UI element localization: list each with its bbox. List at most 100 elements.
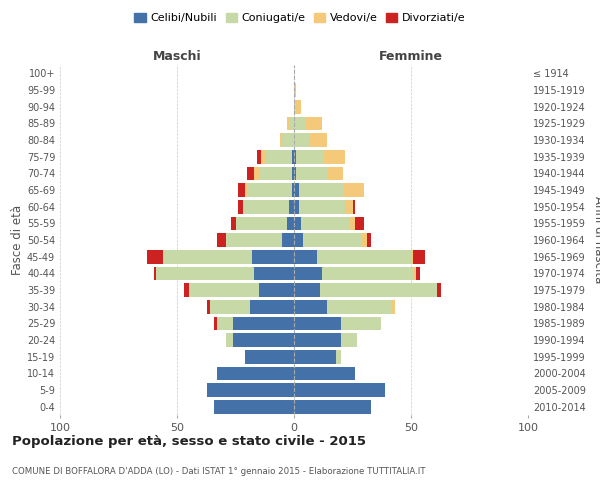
- Bar: [254, 166, 259, 180]
- Bar: [299, 200, 346, 213]
- Bar: [289, 200, 294, 213]
- Bar: [292, 183, 294, 197]
- Bar: [350, 216, 355, 230]
- Bar: [210, 300, 250, 314]
- Bar: [299, 183, 343, 197]
- Bar: [294, 150, 296, 164]
- Bar: [355, 216, 364, 230]
- Text: Maschi: Maschi: [152, 50, 202, 62]
- Bar: [259, 283, 294, 297]
- Bar: [287, 116, 289, 130]
- Bar: [367, 233, 371, 247]
- Bar: [296, 166, 327, 180]
- Bar: [252, 250, 294, 264]
- Bar: [292, 150, 294, 164]
- Bar: [214, 400, 294, 413]
- Bar: [416, 266, 421, 280]
- Bar: [294, 166, 296, 180]
- Text: Femmine: Femmine: [379, 50, 443, 62]
- Y-axis label: Fasce di età: Fasce di età: [11, 205, 24, 275]
- Bar: [306, 116, 322, 130]
- Bar: [217, 316, 233, 330]
- Bar: [294, 216, 301, 230]
- Bar: [327, 166, 343, 180]
- Bar: [247, 183, 292, 197]
- Bar: [238, 183, 245, 197]
- Bar: [154, 266, 156, 280]
- Bar: [301, 216, 350, 230]
- Bar: [294, 350, 336, 364]
- Bar: [294, 116, 306, 130]
- Bar: [362, 233, 367, 247]
- Bar: [294, 83, 296, 97]
- Bar: [317, 250, 411, 264]
- Bar: [266, 150, 292, 164]
- Bar: [341, 316, 380, 330]
- Bar: [156, 266, 254, 280]
- Bar: [296, 100, 301, 114]
- Bar: [304, 233, 362, 247]
- Bar: [233, 333, 294, 347]
- Bar: [188, 283, 259, 297]
- Bar: [294, 333, 341, 347]
- Bar: [254, 266, 294, 280]
- Bar: [294, 183, 299, 197]
- Bar: [327, 300, 392, 314]
- Bar: [346, 200, 353, 213]
- Bar: [296, 150, 325, 164]
- Bar: [294, 250, 317, 264]
- Bar: [294, 400, 371, 413]
- Bar: [310, 133, 327, 147]
- Bar: [294, 233, 304, 247]
- Bar: [238, 200, 242, 213]
- Bar: [325, 150, 346, 164]
- Text: COMUNE DI BOFFALORA D'ADDA (LO) - Dati ISTAT 1° gennaio 2015 - Elaborazione TUTT: COMUNE DI BOFFALORA D'ADDA (LO) - Dati I…: [12, 468, 425, 476]
- Bar: [294, 100, 296, 114]
- Bar: [259, 166, 292, 180]
- Bar: [411, 250, 413, 264]
- Y-axis label: Anni di nascita: Anni di nascita: [592, 196, 600, 284]
- Legend: Celibi/Nubili, Coniugati/e, Vedovi/e, Divorziati/e: Celibi/Nubili, Coniugati/e, Vedovi/e, Di…: [130, 8, 470, 28]
- Bar: [163, 250, 252, 264]
- Bar: [294, 316, 341, 330]
- Bar: [413, 266, 416, 280]
- Bar: [184, 283, 188, 297]
- Bar: [294, 383, 385, 397]
- Bar: [236, 216, 287, 230]
- Bar: [292, 166, 294, 180]
- Bar: [226, 333, 233, 347]
- Bar: [437, 283, 442, 297]
- Bar: [257, 150, 261, 164]
- Bar: [242, 200, 289, 213]
- Bar: [341, 333, 357, 347]
- Bar: [208, 300, 210, 314]
- Bar: [294, 300, 327, 314]
- Bar: [320, 283, 437, 297]
- Bar: [231, 216, 235, 230]
- Bar: [233, 316, 294, 330]
- Bar: [245, 350, 294, 364]
- Bar: [247, 166, 254, 180]
- Bar: [245, 183, 247, 197]
- Text: Popolazione per età, sesso e stato civile - 2015: Popolazione per età, sesso e stato civil…: [12, 435, 366, 448]
- Bar: [336, 350, 341, 364]
- Bar: [413, 250, 425, 264]
- Bar: [343, 183, 364, 197]
- Bar: [289, 116, 294, 130]
- Bar: [283, 133, 294, 147]
- Bar: [294, 266, 322, 280]
- Bar: [294, 366, 355, 380]
- Bar: [250, 300, 294, 314]
- Bar: [294, 200, 299, 213]
- Bar: [214, 316, 217, 330]
- Bar: [280, 133, 283, 147]
- Bar: [294, 133, 310, 147]
- Bar: [146, 250, 163, 264]
- Bar: [217, 366, 294, 380]
- Bar: [217, 233, 226, 247]
- Bar: [283, 233, 294, 247]
- Bar: [226, 233, 283, 247]
- Bar: [353, 200, 355, 213]
- Bar: [261, 150, 266, 164]
- Bar: [294, 283, 320, 297]
